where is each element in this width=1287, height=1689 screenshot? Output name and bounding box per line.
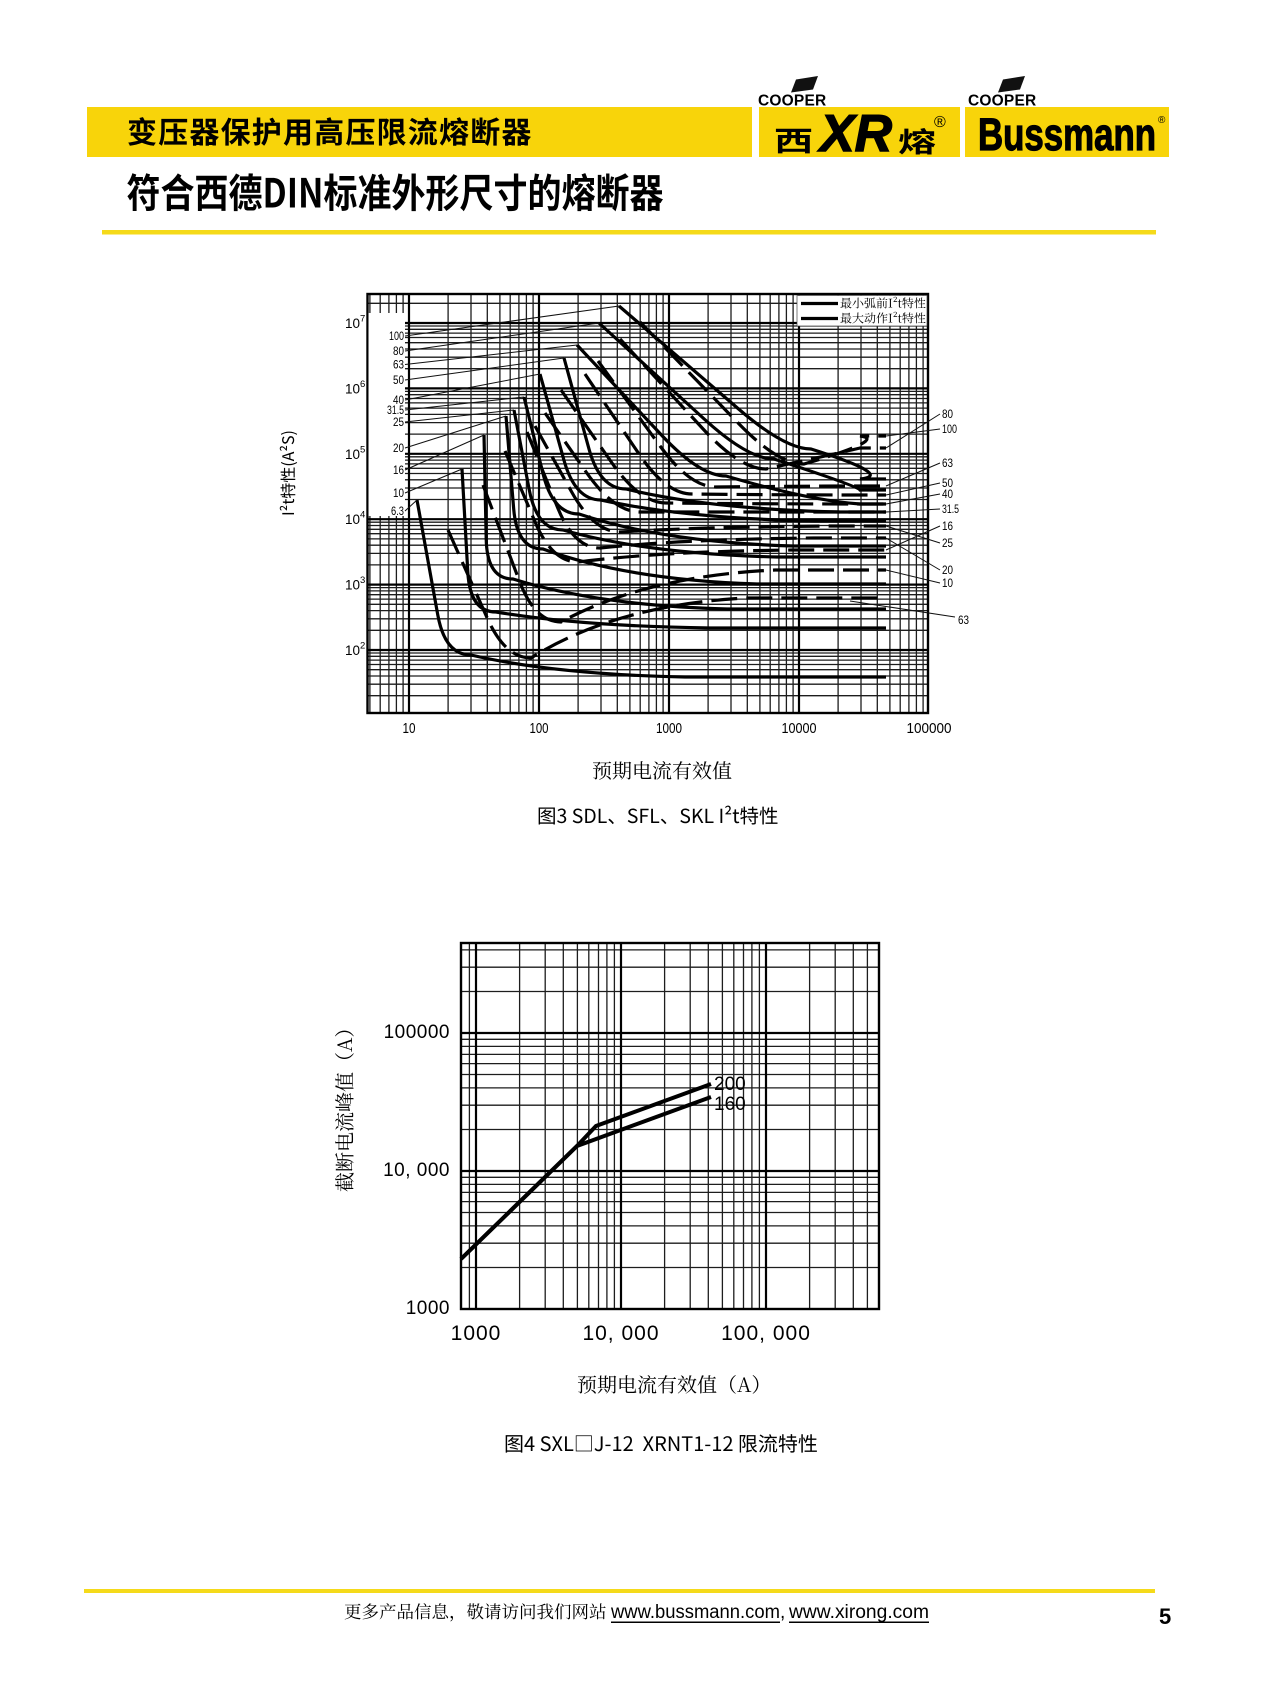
svg-text:31.5: 31.5: [942, 504, 959, 516]
svg-text:COOPER: COOPER: [968, 93, 1036, 110]
svg-text:®: ®: [934, 114, 946, 131]
svg-text:COOPER: COOPER: [758, 93, 826, 110]
svg-text:50: 50: [942, 478, 953, 490]
svg-text:100000: 100000: [384, 1022, 450, 1043]
svg-text:80: 80: [942, 409, 953, 421]
svg-text:Bussmann: Bussmann: [978, 109, 1156, 160]
svg-text:10: 10: [942, 578, 953, 590]
svg-text:XR: XR: [817, 105, 892, 163]
svg-text:16: 16: [393, 465, 404, 477]
svg-text:100: 100: [942, 424, 957, 436]
svg-text:160: 160: [714, 1094, 746, 1115]
svg-text:16: 16: [942, 521, 953, 533]
svg-text:100: 100: [530, 720, 549, 737]
svg-text:20: 20: [942, 565, 953, 577]
svg-text:80: 80: [393, 346, 404, 358]
svg-text:25: 25: [942, 538, 953, 550]
svg-text:63: 63: [393, 360, 404, 372]
svg-text:200: 200: [714, 1074, 746, 1095]
svg-text:5: 5: [1159, 1604, 1171, 1629]
svg-text:25: 25: [393, 417, 404, 429]
svg-text:100000: 100000: [907, 720, 952, 737]
svg-text:1000: 1000: [656, 720, 682, 737]
svg-text:31.5: 31.5: [387, 405, 404, 417]
svg-text:10: 10: [403, 720, 416, 737]
svg-text:®: ®: [1158, 115, 1166, 126]
svg-text:50: 50: [393, 375, 404, 387]
svg-text:10000: 10000: [782, 720, 817, 737]
svg-text:10: 10: [393, 488, 404, 500]
svg-text:,: ,: [780, 1602, 785, 1623]
svg-text:1000: 1000: [451, 1322, 502, 1345]
svg-text:www.bussmann.com: www.bussmann.com: [610, 1602, 780, 1623]
svg-text:100, 000: 100, 000: [721, 1322, 811, 1345]
svg-text:20: 20: [393, 443, 404, 455]
svg-text:63: 63: [958, 615, 969, 627]
svg-text:40: 40: [942, 489, 953, 501]
svg-text:63: 63: [942, 458, 953, 470]
svg-text:1000: 1000: [406, 1298, 450, 1319]
svg-text:40: 40: [393, 395, 404, 407]
svg-text:10, 000: 10, 000: [383, 1160, 450, 1181]
svg-text:www.xirong.com: www.xirong.com: [788, 1602, 929, 1623]
svg-text:10, 000: 10, 000: [582, 1322, 659, 1345]
svg-text:100: 100: [389, 331, 404, 343]
svg-text:6.3: 6.3: [391, 506, 404, 518]
